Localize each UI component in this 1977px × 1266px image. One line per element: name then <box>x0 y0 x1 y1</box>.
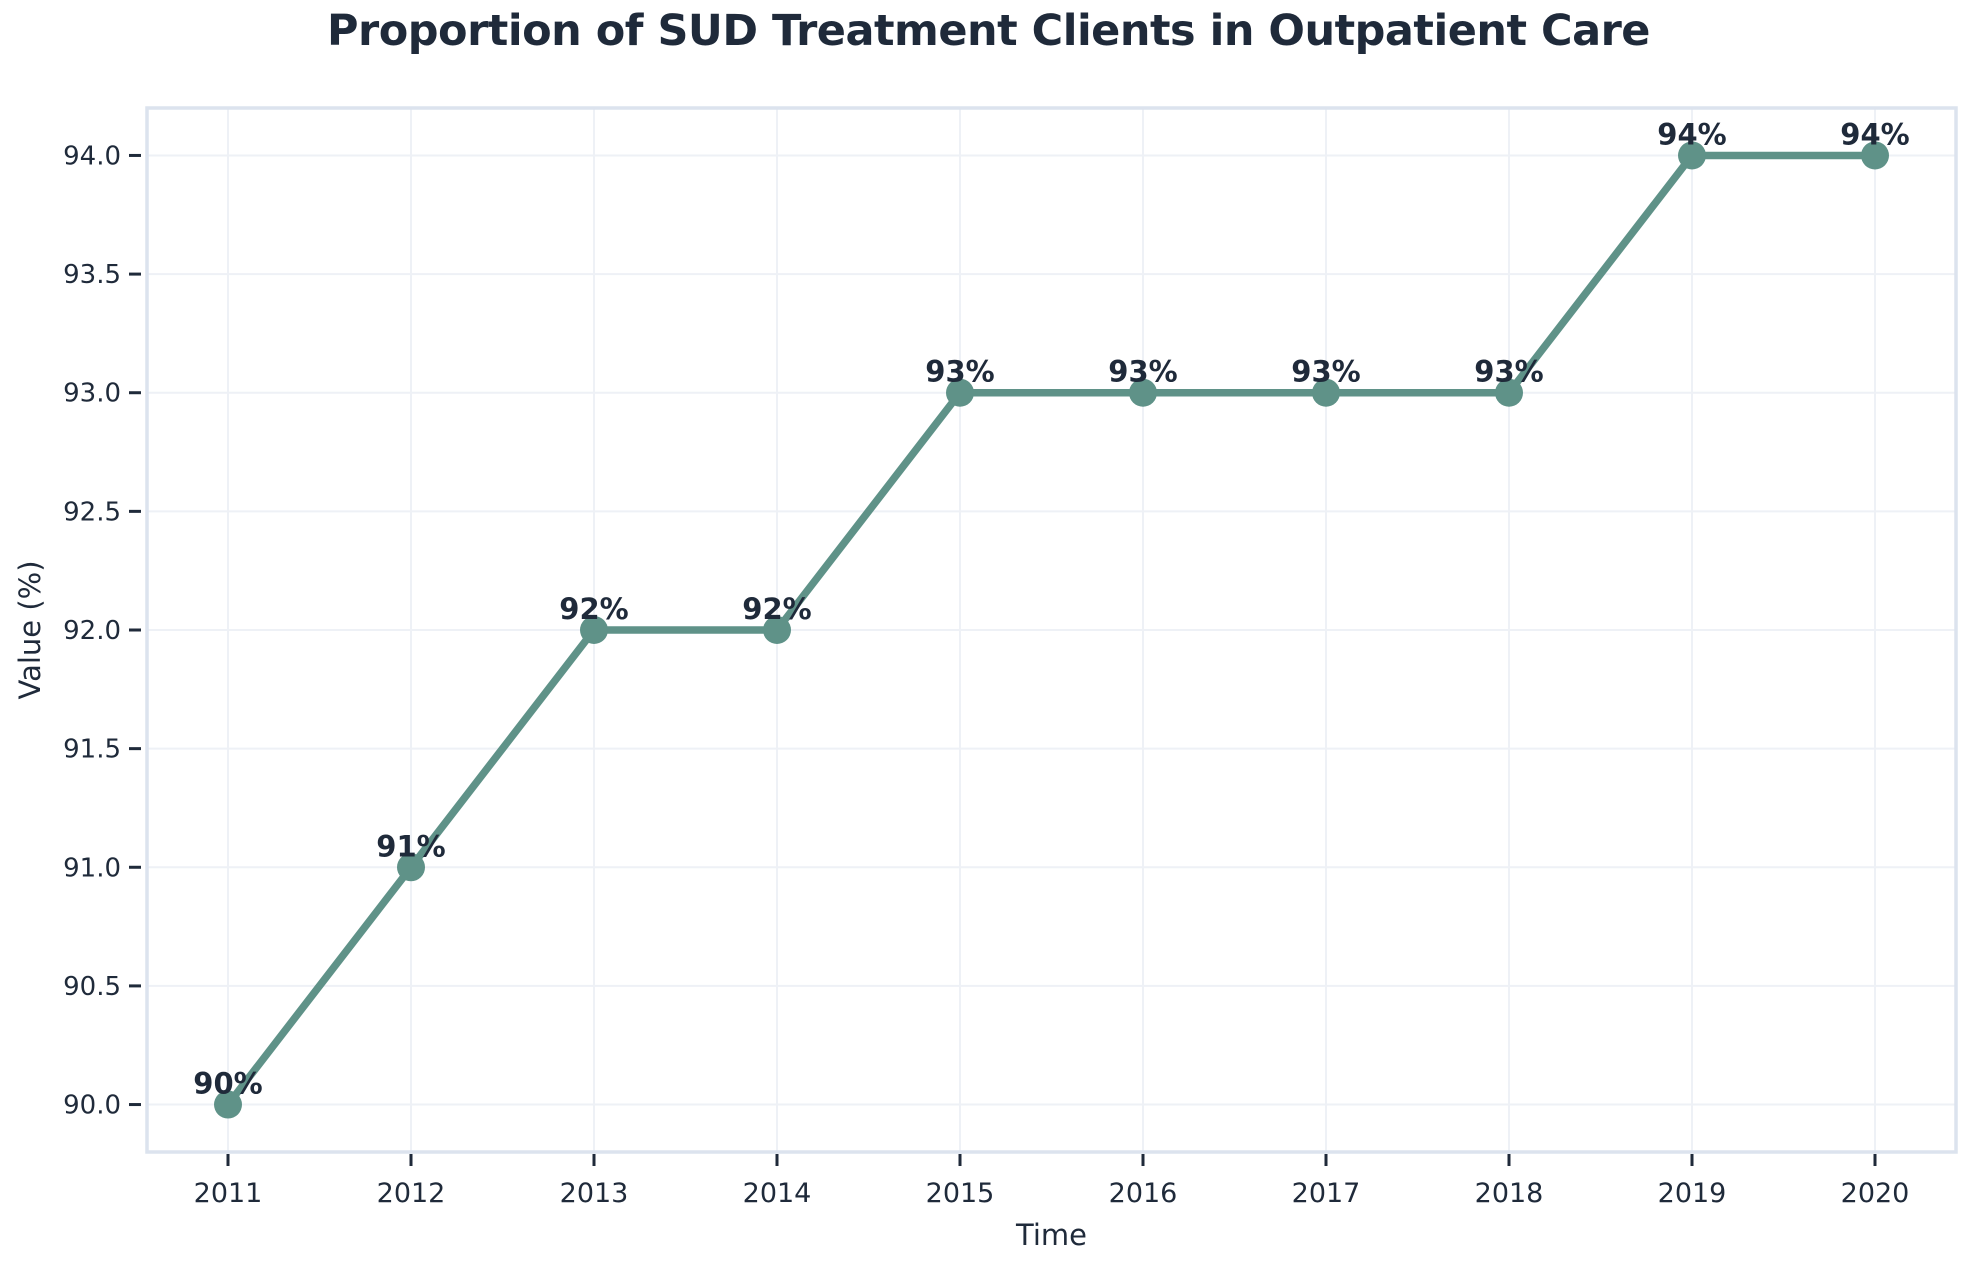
x-axis-label: Time <box>1015 1218 1087 1252</box>
y-tick-label: 94.0 <box>63 141 121 171</box>
x-tick-label: 2020 <box>1841 1178 1910 1209</box>
x-tick-label: 2015 <box>926 1178 995 1209</box>
y-tick-label: 91.0 <box>63 853 121 883</box>
x-tick-label: 2012 <box>377 1178 446 1209</box>
y-tick-label: 91.5 <box>63 735 121 765</box>
x-tick-label: 2013 <box>560 1178 629 1209</box>
data-point-label: 93% <box>1108 355 1177 389</box>
data-point-label: 91% <box>376 829 445 863</box>
y-tick-label: 92.5 <box>63 497 121 527</box>
y-tick-label: 93.0 <box>63 379 121 409</box>
data-point-label: 92% <box>742 592 811 626</box>
data-point-label: 93% <box>1474 355 1543 389</box>
data-point-marker <box>1129 378 1157 407</box>
data-point-label: 93% <box>925 355 994 389</box>
data-point-marker <box>580 616 608 644</box>
x-tick-label: 2016 <box>1109 1178 1178 1209</box>
chart-title: Proportion of SUD Treatment Clients in O… <box>327 6 1650 56</box>
data-point-label: 90% <box>193 1067 262 1101</box>
y-tick-label: 90.5 <box>63 972 121 1002</box>
data-point-marker <box>214 1090 242 1119</box>
data-point-label: 92% <box>559 592 628 626</box>
line-series <box>224 151 1879 1109</box>
y-tick-label: 90.0 <box>63 1091 121 1121</box>
data-point-marker <box>397 853 425 882</box>
plot-border <box>145 106 1958 1154</box>
data-point-marker <box>1495 378 1523 407</box>
x-tick-label: 2017 <box>1292 1178 1361 1209</box>
data-point-marker <box>1678 141 1706 170</box>
y-axis-label: Value (%) <box>13 560 47 699</box>
x-tick-label: 2014 <box>743 1178 812 1209</box>
data-point-marker <box>1312 378 1340 407</box>
y-tick-label: 92.0 <box>63 616 121 646</box>
data-point-marker <box>763 616 791 644</box>
x-tick-label: 2011 <box>194 1178 263 1209</box>
x-tick-label: 2018 <box>1475 1178 1544 1209</box>
y-tick-label: 93.5 <box>63 260 121 290</box>
data-point-label: 94% <box>1840 117 1909 151</box>
data-point-marker <box>946 378 974 407</box>
x-tick-label: 2019 <box>1658 1178 1727 1209</box>
data-point-label: 93% <box>1291 355 1360 389</box>
data-point-marker <box>1861 141 1889 170</box>
data-point-label: 94% <box>1657 117 1726 151</box>
